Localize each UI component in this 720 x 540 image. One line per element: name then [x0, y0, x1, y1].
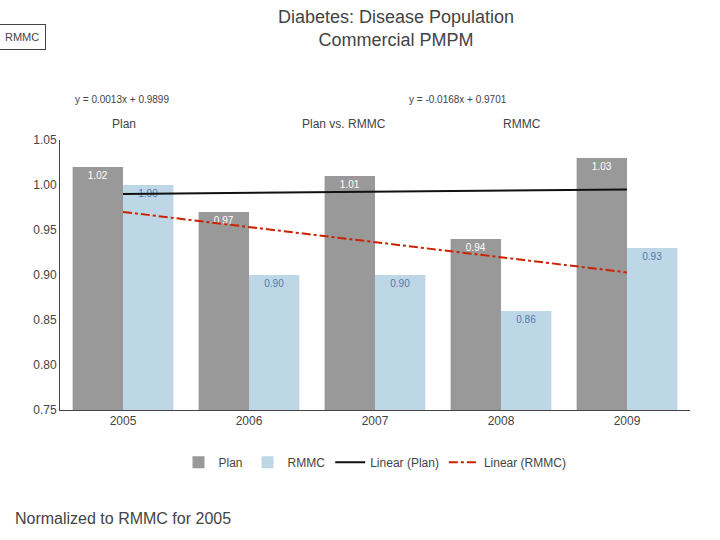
svg-text:2008: 2008: [488, 414, 515, 428]
svg-text:2005: 2005: [110, 414, 137, 428]
svg-text:0.90: 0.90: [264, 278, 284, 289]
svg-text:0.93: 0.93: [642, 251, 662, 262]
svg-text:1.05: 1.05: [33, 133, 57, 147]
svg-text:Plan: Plan: [219, 456, 243, 470]
svg-text:0.90: 0.90: [390, 278, 410, 289]
svg-text:0.90: 0.90: [33, 268, 57, 282]
svg-text:0.94: 0.94: [466, 242, 486, 253]
svg-text:2006: 2006: [236, 414, 263, 428]
svg-text:0.85: 0.85: [33, 313, 57, 327]
svg-text:0.97: 0.97: [214, 215, 234, 226]
svg-text:1.03: 1.03: [592, 161, 612, 172]
svg-text:1.01: 1.01: [340, 179, 360, 190]
svg-text:RMMC: RMMC: [503, 117, 541, 131]
svg-text:Normalized to RMMC for 2005: Normalized to RMMC for 2005: [15, 510, 231, 527]
svg-text:1.00: 1.00: [138, 188, 158, 199]
svg-text:Plan vs. RMMC: Plan vs. RMMC: [302, 117, 386, 131]
svg-text:0.95: 0.95: [33, 223, 57, 237]
svg-text:y = -0.0168x + 0.9701: y = -0.0168x + 0.9701: [409, 94, 507, 105]
svg-text:RMMC: RMMC: [5, 31, 39, 43]
svg-text:2009: 2009: [614, 414, 641, 428]
svg-text:Linear (Plan): Linear (Plan): [370, 456, 439, 470]
svg-text:0.75: 0.75: [33, 403, 57, 417]
svg-text:0.80: 0.80: [33, 358, 57, 372]
svg-text:1.00: 1.00: [33, 178, 57, 192]
svg-text:Plan: Plan: [112, 117, 136, 131]
svg-text:y = 0.0013x + 0.9899: y = 0.0013x + 0.9899: [75, 94, 169, 105]
svg-text:Diabetes: Disease PopulationCo: Diabetes: Disease PopulationCommercial P…: [278, 7, 514, 50]
svg-text:1.02: 1.02: [88, 170, 108, 181]
svg-text:RMMC: RMMC: [288, 456, 326, 470]
svg-text:Linear (RMMC): Linear (RMMC): [484, 456, 566, 470]
svg-text:2007: 2007: [362, 414, 389, 428]
svg-text:0.86: 0.86: [516, 314, 536, 325]
